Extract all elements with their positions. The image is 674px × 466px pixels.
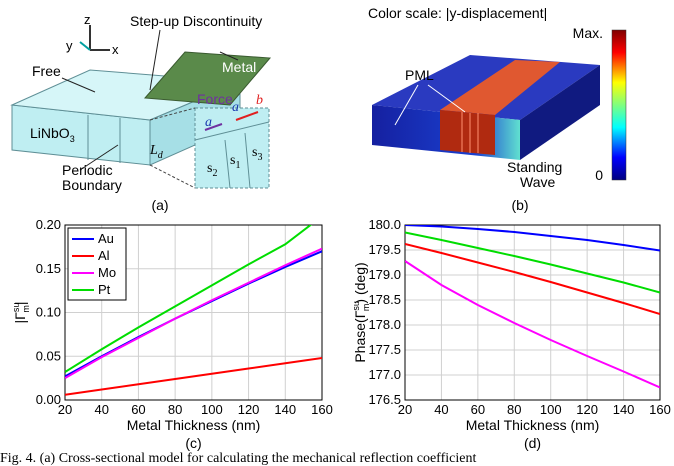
line-chart: 176.5 177.0 177.5 178.0 178.5 179.0 179.5 180.0… [351, 217, 671, 451]
panel-label: (b) [511, 197, 528, 213]
axis-label: x [112, 42, 119, 57]
subscript: 3 [257, 152, 262, 163]
x-tick-label: 140 [274, 402, 296, 417]
illustration-b: Color scale: |y-displacement| Max. 0 PML… [368, 5, 626, 213]
x-tick-label: 160 [649, 402, 671, 417]
y-tick-label: 177.5 [368, 342, 401, 357]
subscript: m [21, 305, 31, 313]
series-line [405, 244, 660, 314]
y-axis-label: |Γsum| [11, 301, 31, 323]
y-tick-label: 178.5 [368, 292, 401, 307]
x-tick-label: 160 [311, 402, 333, 417]
label-text: | [12, 301, 28, 305]
x-tick-label: 60 [471, 402, 485, 417]
series-line [405, 225, 660, 251]
step-label: Step-up Discontinuity [130, 13, 262, 29]
panel-label: (a) [151, 197, 168, 213]
wave-label: Standing [507, 159, 562, 175]
colorbar-title: Color scale: |y-displacement| [368, 5, 547, 21]
wave-a: a [205, 115, 212, 130]
x-tick-label: 120 [576, 402, 598, 417]
y-tick-label: 0.20 [36, 217, 61, 232]
y-tick-label: 0.15 [36, 261, 61, 276]
y-tick-label: 179.5 [368, 242, 401, 257]
legend-label: Pt [98, 282, 111, 297]
subscript: 3 [70, 134, 75, 144]
wave-b: b [256, 93, 263, 108]
force-label: Force [197, 91, 233, 107]
caption: Fig. 4. (a) Cross-sectional model for ca… [0, 451, 476, 466]
subscript: 2 [212, 168, 217, 179]
figure: z y x Step-up Discontinuity Free Metal L… [0, 0, 674, 466]
y-tick-label: 0.05 [36, 348, 61, 363]
boundary-label: Periodic [62, 162, 113, 178]
x-tick-label: 40 [434, 402, 448, 417]
pml-label: PML [405, 67, 434, 83]
wave-label: Wave [520, 174, 555, 190]
subscript: 1 [235, 160, 240, 171]
label-text: ) (deg) [352, 262, 368, 303]
legend-label: Au [98, 231, 114, 246]
x-tick-label: 20 [58, 402, 72, 417]
panel-label: (c) [185, 435, 201, 451]
wave-a: a [232, 100, 239, 115]
x-tick-label: 100 [540, 402, 562, 417]
x-tick-label: 80 [168, 402, 182, 417]
legend-label: Al [98, 248, 110, 263]
axis-label: y [66, 38, 73, 53]
x-tick-label: 20 [398, 402, 412, 417]
colorbar-max: Max. [573, 25, 603, 41]
boundary-label: Boundary [62, 177, 122, 193]
x-tick-label: 100 [201, 402, 223, 417]
x-tick-label: 60 [131, 402, 145, 417]
label-text: Phase(Γ [352, 310, 368, 362]
subscript: m [361, 304, 371, 312]
y-tick-label: 178.0 [368, 317, 401, 332]
free-label: Free [32, 63, 61, 79]
y-tick-label: 0.10 [36, 305, 61, 320]
legend-label: Mo [98, 265, 116, 280]
metal-label: Metal [222, 59, 256, 75]
text: L [149, 143, 158, 158]
text: LiNbO [30, 125, 70, 141]
x-axis-label: Metal Thickness (nm) [466, 417, 600, 433]
x-tick-label: 140 [613, 402, 635, 417]
axis-label: z [84, 12, 91, 27]
plot-frame [405, 225, 660, 400]
colorbar-min: 0 [595, 167, 603, 183]
panel-label: (d) [524, 435, 541, 451]
x-tick-label: 40 [94, 402, 108, 417]
series-line [65, 358, 322, 395]
x-tick-label: 80 [507, 402, 521, 417]
series-line [405, 261, 660, 388]
y-tick-label: 176.5 [368, 392, 401, 407]
x-axis-label: Metal Thickness (nm) [127, 417, 261, 433]
illustration-a: z y x Step-up Discontinuity Free Metal L… [12, 12, 270, 213]
series-line [405, 233, 660, 293]
x-tick-label: 120 [238, 402, 260, 417]
y-tick-label: 179.0 [368, 267, 401, 282]
y-tick-label: 177.0 [368, 367, 401, 382]
y-tick-label: 180.0 [368, 217, 401, 232]
